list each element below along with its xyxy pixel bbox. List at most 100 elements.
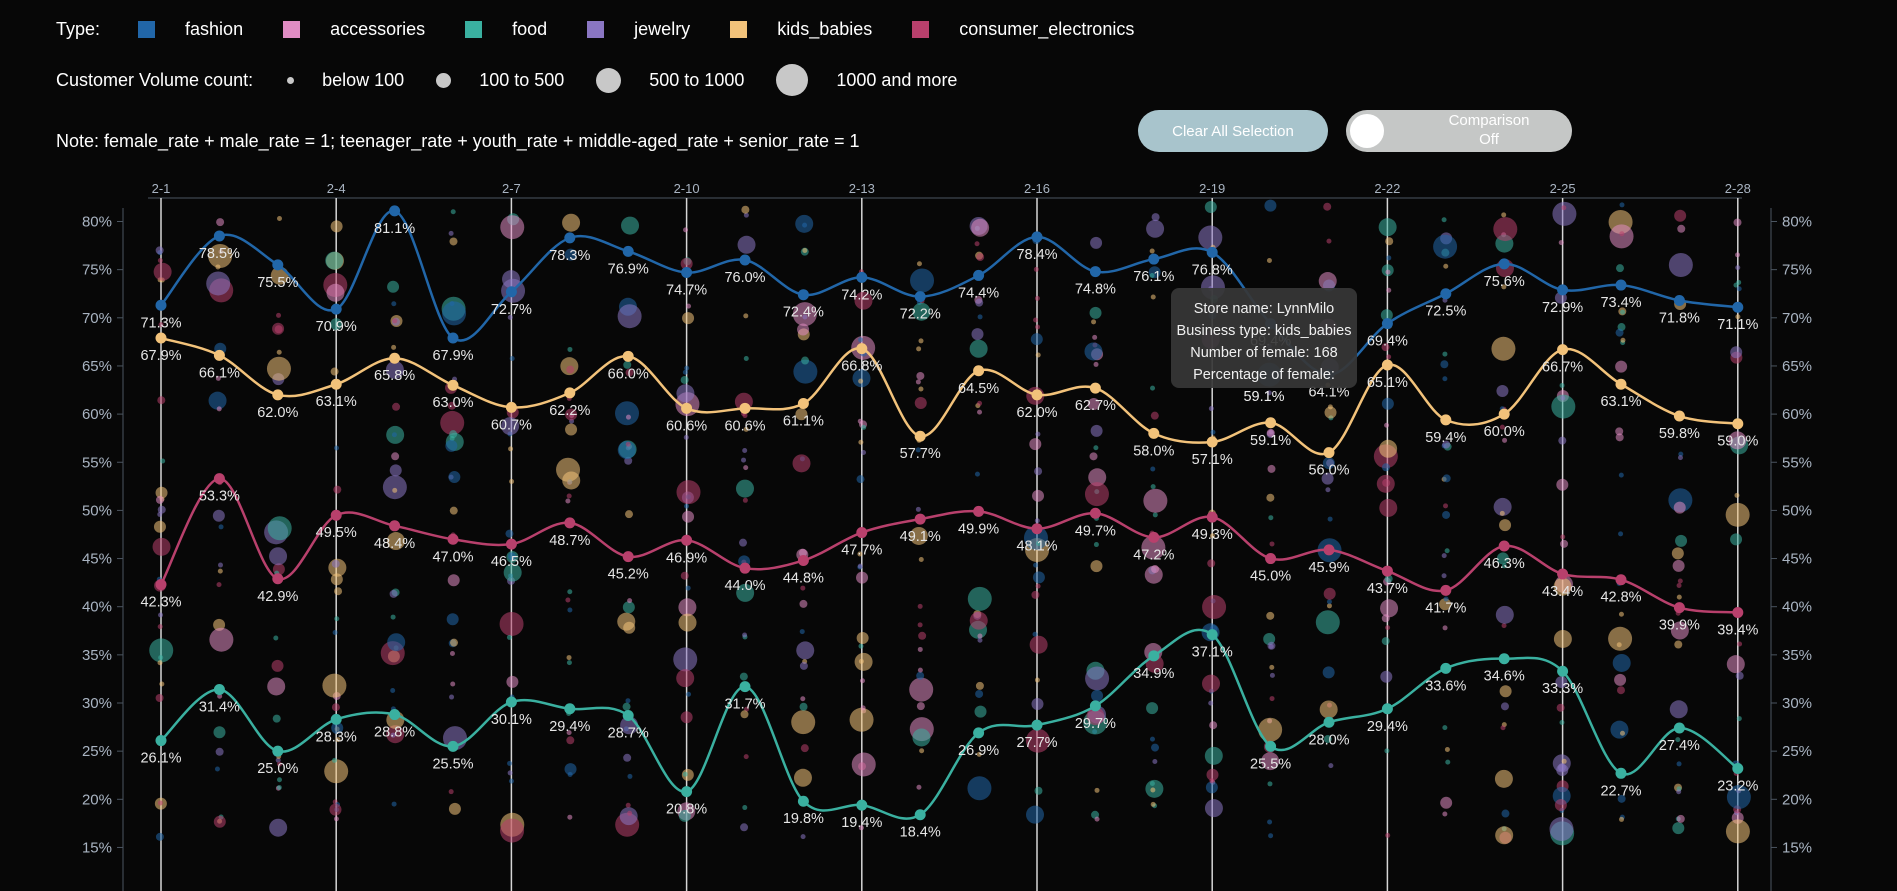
store-bubble: [1618, 531, 1624, 537]
store-bubble: [1382, 478, 1391, 487]
store-bubble: [1381, 343, 1390, 352]
store-bubble: [678, 809, 691, 822]
data-label-consumer_electronics: 43.4%: [1542, 584, 1583, 600]
legend-label-accessories: accessories: [330, 18, 426, 39]
legend-item-food[interactable]: food: [465, 19, 587, 40]
store-bubble: [1735, 252, 1741, 258]
store-bubble: [1673, 501, 1686, 514]
data-label-food: 18.4%: [900, 825, 941, 841]
store-bubble: [1386, 287, 1392, 293]
store-bubble: [918, 631, 927, 640]
store-bubble: [1730, 346, 1743, 359]
store-bubble: [1501, 809, 1510, 818]
store-bubble: [1324, 406, 1337, 419]
series-point-consumer_electronics: [213, 473, 225, 485]
data-label-kids_babies: 62.2%: [549, 403, 590, 419]
series-point-food: [1498, 653, 1510, 665]
series-point-kids_babies: [1031, 389, 1043, 401]
store-bubble: [1610, 720, 1629, 739]
series-point-kids_babies: [1148, 427, 1160, 439]
y-tick-label-right: 50%: [1782, 502, 1812, 519]
store-bubble: [1441, 217, 1447, 223]
data-label-food: 28.8%: [374, 725, 415, 741]
volume-label-below-100: below 100: [322, 69, 405, 90]
x-tick-label: 2-7: [502, 181, 521, 196]
store-bubble: [267, 516, 292, 541]
y-tick-label-right: 80%: [1782, 214, 1812, 231]
data-label-consumer_electronics: 45.9%: [1308, 560, 1349, 576]
store-bubble: [566, 660, 572, 666]
store-bubble: [329, 803, 342, 816]
store-bubble: [566, 655, 572, 661]
volume-item-below-100[interactable]: below 100: [287, 70, 436, 91]
type-legend: Type: fashion accessories food jewelry k…: [56, 17, 1174, 41]
legend-item-consumer-electronics[interactable]: consumer_electronics: [912, 19, 1174, 40]
legend-item-kids-babies[interactable]: kids_babies: [730, 19, 912, 40]
store-bubble: [153, 262, 172, 281]
volume-label-1000-more: 1000 and more: [836, 69, 958, 90]
data-label-consumer_electronics: 47.0%: [432, 549, 473, 565]
series-point-kids_babies: [973, 365, 985, 377]
series-point-fashion: [1615, 279, 1627, 291]
data-label-food: 19.4%: [841, 815, 882, 831]
series-point-food: [1557, 665, 1569, 677]
store-bubble: [791, 710, 816, 735]
store-bubble: [625, 414, 631, 420]
store-bubble: [1025, 728, 1050, 753]
data-label-consumer_electronics: 46.9%: [666, 550, 707, 566]
legend-item-accessories[interactable]: accessories: [283, 19, 465, 40]
store-bubble: [676, 669, 695, 688]
store-bubble: [623, 753, 632, 762]
store-bubble: [1557, 763, 1566, 772]
store-bubble: [1149, 248, 1155, 254]
store-bubble: [1501, 212, 1507, 218]
store-bubble: [1385, 832, 1391, 838]
store-bubble: [1561, 758, 1567, 764]
volume-item-500-1000[interactable]: 500 to 1000: [596, 67, 776, 93]
store-bubble: [615, 401, 640, 426]
store-bubble: [1620, 309, 1626, 315]
comparison-toggle[interactable]: Comparison Off: [1346, 110, 1572, 152]
store-bubble: [1615, 328, 1624, 337]
store-bubble: [1499, 519, 1512, 532]
x-tick-label: 2-22: [1374, 181, 1400, 196]
clear-all-selection-button[interactable]: Clear All Selection: [1138, 110, 1328, 152]
store-bubble: [448, 789, 454, 795]
series-point-kids_babies: [1265, 417, 1277, 429]
store-bubble: [1266, 611, 1275, 620]
store-bubble: [915, 379, 921, 385]
volume-item-100-500[interactable]: 100 to 500: [436, 70, 596, 91]
store-bubble: [1093, 542, 1099, 548]
legend-item-jewelry[interactable]: jewelry: [587, 19, 730, 40]
store-bubble: [912, 728, 931, 747]
series-point-fashion: [973, 269, 985, 281]
store-bubble: [269, 818, 288, 837]
store-bubble: [1676, 814, 1685, 823]
data-label-kids_babies: 66.7%: [1542, 360, 1583, 376]
data-label-consumer_electronics: 44.0%: [724, 578, 765, 594]
store-bubble: [1315, 610, 1340, 635]
store-bubble: [1441, 553, 1447, 559]
data-label-food: 31.7%: [724, 697, 765, 713]
store-bubble: [1442, 625, 1448, 631]
legend-item-fashion[interactable]: fashion: [138, 19, 283, 40]
store-bubble: [914, 397, 927, 410]
store-bubble: [1033, 266, 1039, 272]
data-label-food: 23.2%: [1717, 778, 1758, 794]
store-bubble: [1094, 816, 1100, 822]
volume-label-100-500: 100 to 500: [479, 69, 565, 90]
store-bubble: [1442, 440, 1451, 449]
data-label-fashion: 70.9%: [316, 319, 357, 335]
store-bubble: [1735, 671, 1744, 680]
data-label-kids_babies: 63.0%: [432, 395, 473, 411]
volume-item-1000-more[interactable]: 1000 and more: [776, 64, 989, 96]
store-bubble: [1444, 746, 1450, 752]
store-bubble: [391, 432, 397, 438]
store-bubble: [739, 538, 748, 547]
store-bubble: [795, 214, 814, 233]
y-tick-label-right: 65%: [1782, 358, 1812, 375]
store-bubble: [1034, 467, 1043, 476]
data-label-consumer_electronics: 46.3%: [1484, 556, 1525, 572]
store-bubble: [967, 776, 992, 801]
store-bubble: [507, 760, 513, 766]
